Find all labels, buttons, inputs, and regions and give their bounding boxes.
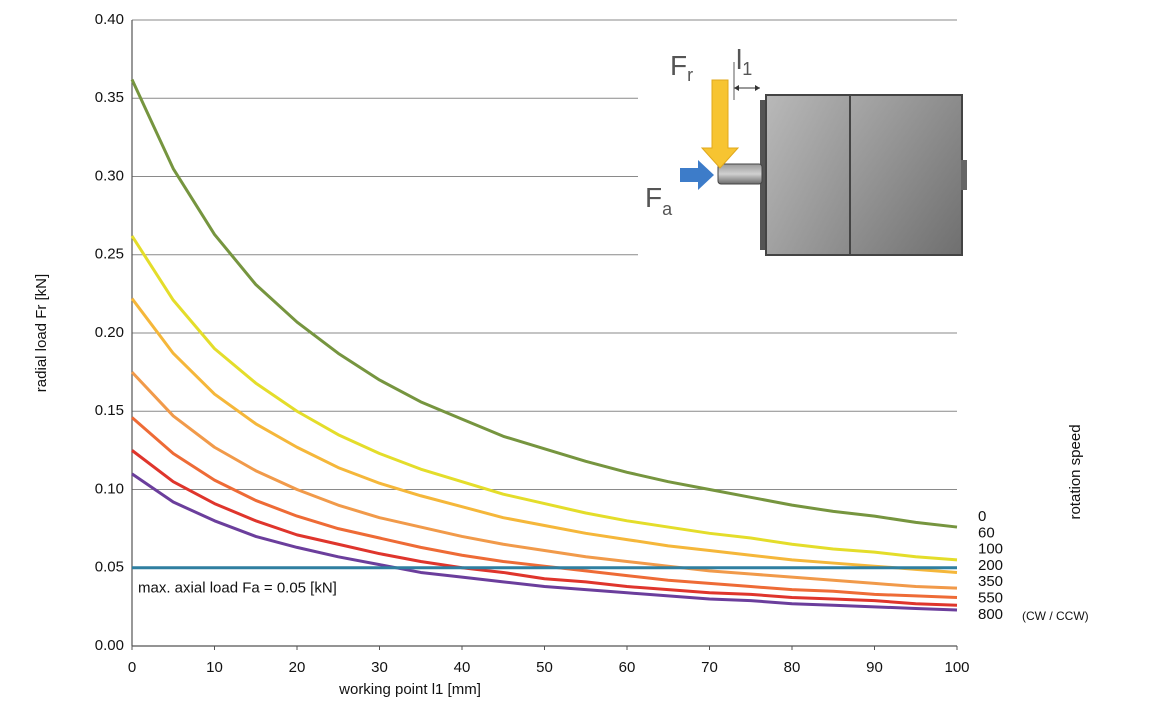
motor-flange [760, 100, 768, 250]
motor-shaft [717, 163, 763, 185]
y-axis-title: radial load Fr [kN] [33, 274, 50, 392]
inset-diagram: Fr l1 Fa [638, 28, 974, 264]
y-tick-label: 0.20 [95, 324, 124, 341]
series-line [130, 235, 958, 562]
inset-label: Fr [670, 50, 693, 84]
motor-body [849, 94, 963, 256]
legend-label: 800 [978, 606, 1003, 623]
x-tick-label: 20 [289, 659, 306, 676]
series-line [130, 371, 958, 590]
series-line [131, 416, 958, 599]
inset-label: l1 [736, 44, 752, 78]
x-tick-label: 30 [371, 659, 388, 676]
y-tick-label: 0.40 [95, 11, 124, 28]
legend-label: 100 [978, 541, 1003, 558]
series-line [130, 297, 958, 574]
legend-note: (CW / CCW) [1022, 609, 1089, 623]
x-tick-label: 10 [206, 659, 223, 676]
series-line [130, 78, 958, 529]
inset-label-main: F [645, 182, 662, 213]
legend-label: 550 [978, 589, 1003, 606]
legend-title: rotation speed [1067, 424, 1084, 519]
y-tick-label: 0.00 [95, 637, 124, 654]
legend-label: 60 [978, 524, 995, 541]
series-line [131, 472, 958, 612]
x-tick-label: 90 [866, 659, 883, 676]
y-tick-label: 0.30 [95, 167, 124, 184]
y-tick-label: 0.25 [95, 246, 124, 263]
x-tick-label: 100 [944, 659, 969, 676]
inset-label-main: F [670, 50, 687, 81]
radial-force-arrow [700, 79, 740, 169]
reference-label: max. axial load Fa = 0.05 [kN] [138, 580, 337, 597]
x-axis-title: working point l1 [mm] [338, 681, 481, 698]
motor-body [765, 94, 852, 256]
motor-end [961, 160, 967, 190]
y-tick-label: 0.10 [95, 480, 124, 497]
x-tick-label: 60 [619, 659, 636, 676]
series-line [131, 449, 958, 607]
y-tick-label: 0.05 [95, 559, 124, 576]
axial-force-arrow [680, 160, 714, 190]
x-tick-label: 0 [128, 659, 136, 676]
inset-label-sub: r [687, 65, 693, 85]
x-tick-label: 50 [536, 659, 553, 676]
y-tick-label: 0.15 [95, 402, 124, 419]
y-tick-label: 0.35 [95, 89, 124, 106]
legend-label: 0 [978, 508, 986, 525]
inset-label: Fa [645, 182, 673, 218]
legend-label: 350 [978, 573, 1003, 590]
inset-label-sub: 1 [742, 59, 752, 79]
inset-label-main: l [736, 44, 742, 75]
legend-label: 200 [978, 557, 1003, 574]
x-tick-label: 40 [454, 659, 471, 676]
x-tick-label: 70 [701, 659, 718, 676]
x-tick-label: 80 [784, 659, 801, 676]
inset-label-sub: a [662, 199, 673, 219]
